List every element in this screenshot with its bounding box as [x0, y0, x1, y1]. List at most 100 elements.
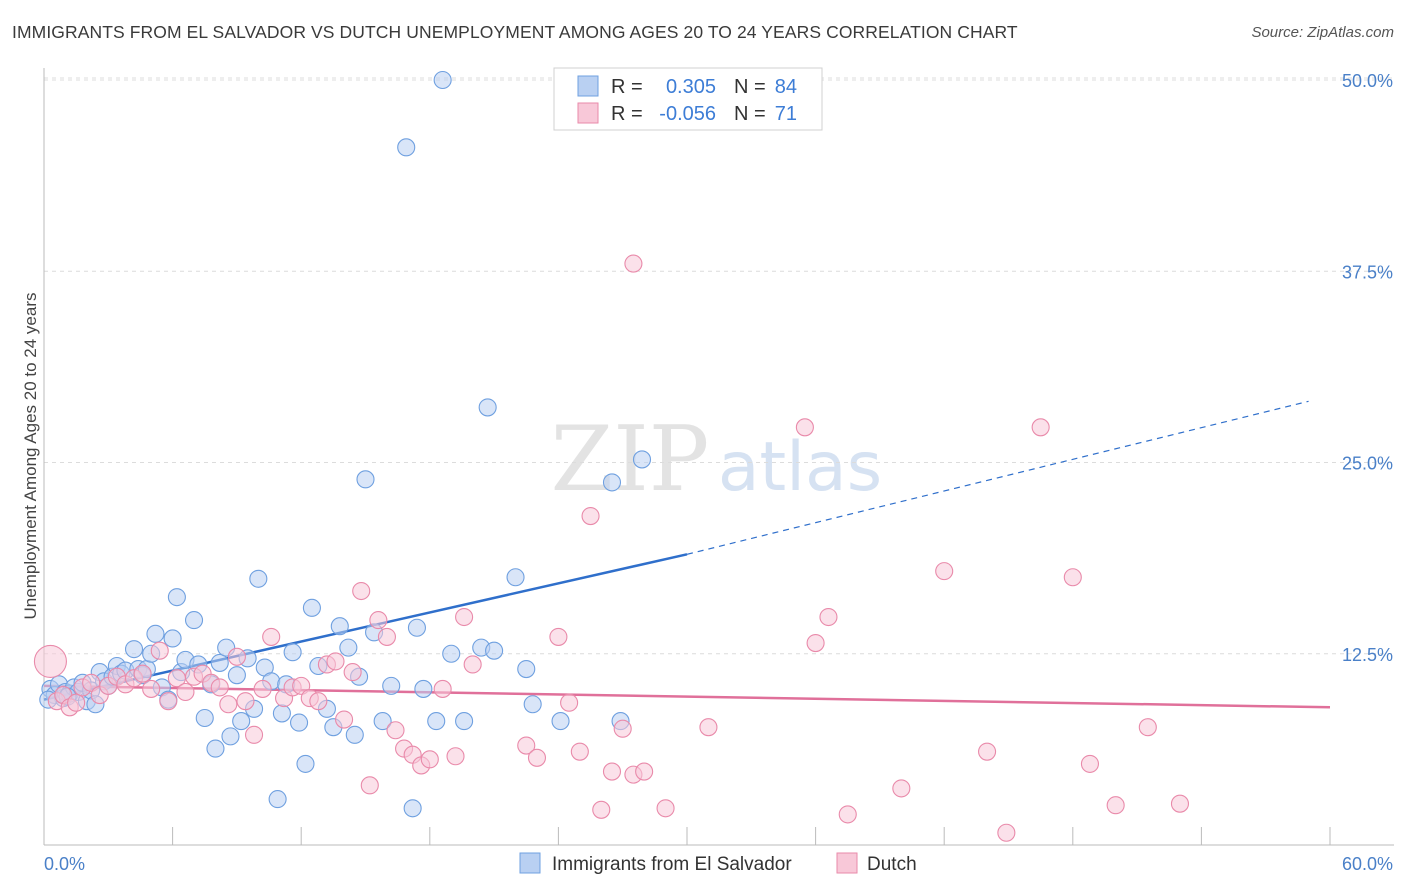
- y-axis-label: Unemployment Among Ages 20 to 24 years: [21, 293, 40, 620]
- y-tick-label-3: 50.0%: [1342, 71, 1393, 91]
- legend-r-value-pink: -0.056: [659, 103, 716, 125]
- point-series1-32: [309, 692, 328, 711]
- point-series0-46: [268, 790, 287, 809]
- point-series1-38: [360, 776, 379, 795]
- point-series1-4: [67, 693, 86, 712]
- point-series0-35: [206, 739, 225, 758]
- point-series0-28: [167, 588, 186, 607]
- point-series0-58: [345, 725, 364, 744]
- point-series1-24: [236, 692, 255, 711]
- point-series0-39: [227, 666, 246, 685]
- point-series0-74: [485, 641, 504, 660]
- point-series1-50: [517, 736, 536, 755]
- point-series1-65: [819, 607, 838, 627]
- point-series1-66: [838, 805, 857, 824]
- legend-n-label-pink: N =: [734, 103, 766, 125]
- legend-n-value-blue: 84: [775, 76, 797, 98]
- legend-box: R = 0.305 N = 84 R = -0.056 N = 71: [553, 67, 823, 131]
- point-series1-35: [335, 710, 354, 729]
- point-series1-64: [806, 633, 825, 653]
- point-series0-50: [290, 713, 309, 732]
- point-series0-70: [442, 644, 461, 663]
- point-series1-77: [624, 254, 643, 273]
- point-series1-63: [795, 418, 814, 437]
- gridlines: [44, 77, 1394, 655]
- chart-title: IMMIGRANTS FROM EL SALVADOR VS DUTCH UNE…: [12, 22, 1018, 42]
- y-tick-label-2: 37.5%: [1342, 262, 1393, 282]
- x-tick-label-max: 60.0%: [1342, 854, 1393, 874]
- point-series1-52: [549, 627, 568, 646]
- point-series0-52: [302, 598, 321, 617]
- point-series0-65: [403, 799, 422, 818]
- point-series1-23: [227, 647, 246, 666]
- point-series1-14: [150, 641, 169, 660]
- point-series1-17: [176, 682, 195, 702]
- point-series0-36: [210, 653, 229, 672]
- point-series1-56: [592, 800, 611, 819]
- point-series0-76: [517, 659, 536, 679]
- point-series1-45: [420, 750, 439, 769]
- point-series0-75: [506, 568, 525, 587]
- trend-line-blue-extension: [686, 400, 1309, 555]
- point-series1-46: [433, 679, 452, 698]
- legend-r-value-blue: 0.305: [666, 76, 716, 98]
- point-series0-24: [146, 624, 165, 643]
- point-series1-21: [210, 678, 229, 697]
- point-series1-58: [613, 719, 632, 738]
- legend-swatch-pink: [577, 102, 599, 124]
- point-series1-71: [1031, 418, 1050, 437]
- watermark-zip: ZIP: [551, 407, 710, 512]
- point-series1-22: [219, 695, 238, 714]
- point-series0-78: [551, 712, 570, 731]
- point-series0-56: [330, 617, 349, 636]
- point-series1-73: [1080, 754, 1099, 773]
- point-series1-61: [656, 799, 675, 818]
- point-series0-77: [523, 695, 542, 714]
- point-series0-73: [478, 398, 497, 417]
- tick-labels: 12.5% 25.0% 37.5% 50.0% 0.0% 60.0%: [44, 71, 1393, 874]
- point-series1-67: [892, 779, 911, 798]
- bottom-legend: Immigrants from El Salvador Dutch: [519, 852, 917, 875]
- point-series1-70: [997, 823, 1016, 842]
- point-series0-62: [373, 712, 392, 731]
- point-series0-81: [632, 450, 652, 469]
- point-series1-26: [253, 679, 272, 698]
- point-series1-69: [978, 742, 997, 761]
- legend-swatch-blue: [577, 75, 599, 97]
- point-series1-54: [570, 742, 589, 761]
- point-series0-51: [296, 754, 315, 773]
- legend-n-value-pink: 71: [775, 103, 797, 125]
- point-series0-60: [356, 470, 375, 489]
- point-series0-68: [427, 712, 446, 731]
- point-series1-40: [377, 627, 396, 646]
- point-series1-51: [527, 748, 547, 767]
- point-series0-33: [195, 708, 214, 728]
- watermark-atlas: atlas: [718, 428, 882, 507]
- point-series1-39: [369, 611, 388, 630]
- point-series0-69: [433, 70, 452, 90]
- point-series1-75: [1138, 718, 1157, 737]
- point-series1-60: [635, 762, 654, 781]
- bottom-legend-swatch-blue: [519, 852, 541, 874]
- point-series1-13: [142, 679, 161, 698]
- point-series0-27: [163, 629, 182, 648]
- y-tick-label-1: 25.0%: [1342, 454, 1393, 474]
- bottom-legend-label-blue: Immigrants from El Salvador: [552, 854, 792, 875]
- point-series1-12: [133, 664, 152, 683]
- point-series1-48: [455, 607, 474, 627]
- point-series1-55: [581, 506, 600, 526]
- point-series1-62: [699, 718, 718, 737]
- point-series0-64: [397, 138, 416, 157]
- point-series1-72: [1063, 568, 1082, 587]
- legend-n-label-blue: N =: [734, 76, 766, 98]
- x-tick-label-min: 0.0%: [44, 854, 85, 874]
- point-series1-47: [446, 747, 465, 766]
- point-series1-57: [602, 762, 622, 781]
- point-series1-36: [343, 663, 362, 682]
- point-series0-19: [124, 640, 144, 659]
- point-series0-49: [283, 643, 302, 662]
- point-series1-49: [463, 655, 482, 674]
- point-series1-0: [33, 644, 67, 678]
- point-series0-57: [339, 638, 358, 657]
- point-series1-76: [1170, 794, 1190, 813]
